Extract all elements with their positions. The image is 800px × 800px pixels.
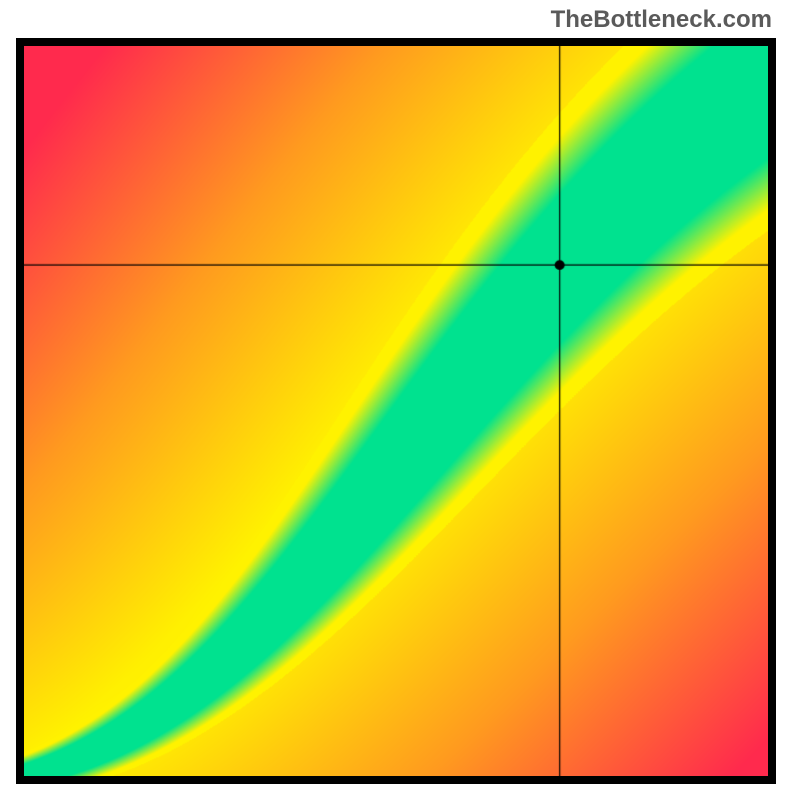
chart-container: TheBottleneck.com bbox=[0, 0, 800, 800]
watermark-text: TheBottleneck.com bbox=[551, 6, 772, 34]
chart-frame bbox=[16, 38, 776, 784]
heatmap-canvas bbox=[24, 46, 768, 776]
